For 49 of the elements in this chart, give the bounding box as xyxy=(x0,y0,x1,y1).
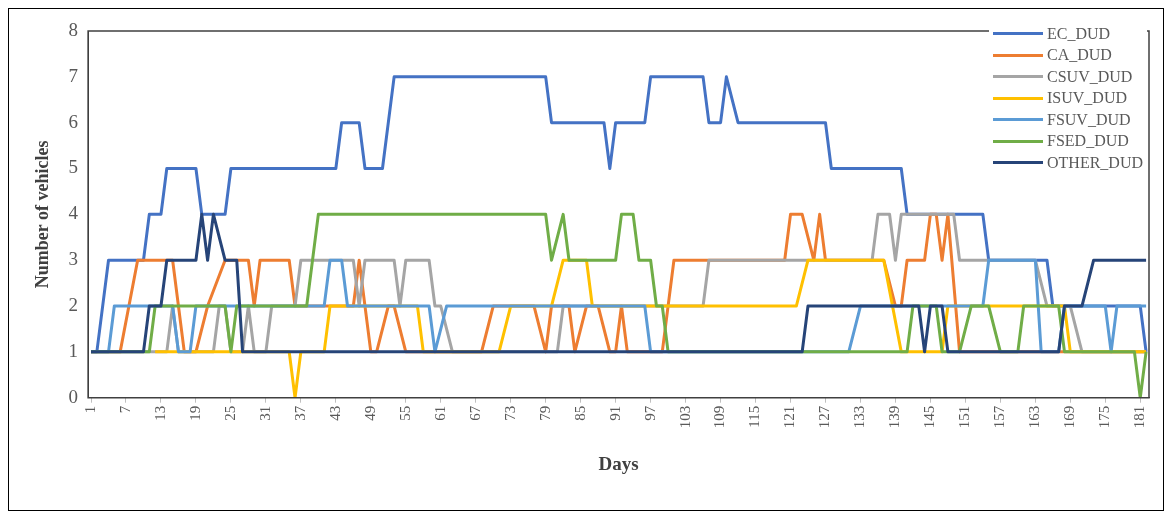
x-tick-label: 175 xyxy=(1096,405,1113,429)
legend-label: FSUV_DUD xyxy=(1047,110,1131,129)
x-axis-title: Days xyxy=(598,452,639,474)
x-tick-label: 1 xyxy=(81,405,98,414)
x-tick-label: 37 xyxy=(291,405,308,421)
x-tick-label: 31 xyxy=(256,405,273,421)
x-tick-label: 13 xyxy=(151,405,168,421)
x-tick-label: 133 xyxy=(851,405,868,429)
legend-label: OTHER_DUD xyxy=(1047,153,1143,172)
y-tick-label: 6 xyxy=(68,110,79,132)
x-tick-label: 169 xyxy=(1061,405,1078,429)
x-tick-label: 55 xyxy=(396,405,413,421)
x-tick-label: 157 xyxy=(991,405,1008,429)
x-tick-label: 151 xyxy=(956,405,973,429)
x-tick-label: 79 xyxy=(536,405,553,421)
x-tick-label: 145 xyxy=(921,405,938,429)
x-tick-label: 67 xyxy=(466,405,483,421)
legend-label: EC_DUD xyxy=(1047,24,1111,43)
y-tick-label: 1 xyxy=(68,339,79,361)
x-tick-label: 7 xyxy=(116,405,133,414)
x-tick-label: 163 xyxy=(1026,405,1043,429)
x-tick-label: 91 xyxy=(606,405,623,421)
x-tick-label: 115 xyxy=(746,405,763,428)
y-axis-title: Number of vehicles xyxy=(32,140,53,289)
x-tick-label: 139 xyxy=(886,405,903,429)
x-tick-label: 109 xyxy=(711,405,728,429)
x-tick-label: 25 xyxy=(221,405,238,421)
x-tick-label: 73 xyxy=(501,405,518,421)
x-tick-label: 61 xyxy=(431,405,448,421)
legend-label: ISUV_DUD xyxy=(1047,89,1127,108)
x-tick-label: 127 xyxy=(816,405,833,429)
x-tick-label: 19 xyxy=(186,405,203,421)
y-tick-label: 5 xyxy=(68,156,79,178)
y-tick-label: 3 xyxy=(68,248,79,270)
x-tick-label: 43 xyxy=(326,405,343,421)
x-tick-label: 181 xyxy=(1131,405,1148,429)
y-tick-label: 0 xyxy=(68,385,79,407)
y-tick-label: 2 xyxy=(68,294,79,316)
x-tick-label: 97 xyxy=(641,405,658,421)
x-tick-label: 85 xyxy=(571,405,588,421)
x-tick-label: 121 xyxy=(781,405,798,429)
legend-label: CSUV_DUD xyxy=(1047,67,1133,86)
y-tick-label: 4 xyxy=(68,202,79,224)
legend-label: CA_DUD xyxy=(1047,46,1112,65)
x-tick-label: 103 xyxy=(676,405,693,429)
y-tick-label: 7 xyxy=(68,64,79,86)
legend-label: FSED_DUD xyxy=(1047,132,1129,151)
x-tick-label: 49 xyxy=(361,405,378,421)
y-tick-label: 8 xyxy=(68,18,79,40)
